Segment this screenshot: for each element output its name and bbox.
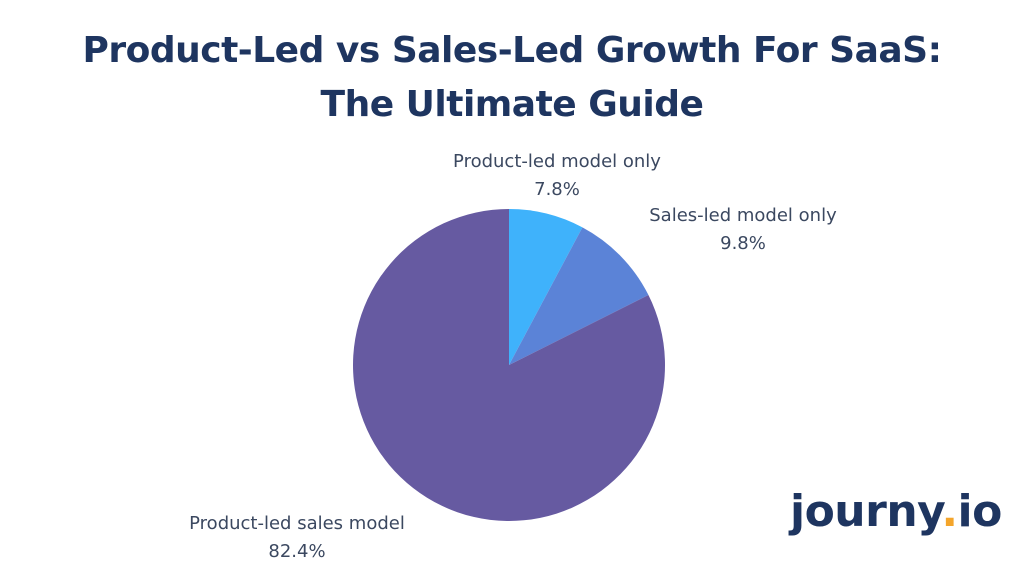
logo-name: journy [790,486,942,537]
pie-slice-sales-led-model-only [509,227,649,365]
page-title-line-1: Product-Led vs Sales-Led Growth For SaaS… [82,30,942,71]
slice-value-label: 7.8% [534,179,580,200]
slice-value-label: 82.4% [268,541,325,562]
page-title: Product-Led vs Sales-Led Growth For SaaS… [0,24,1024,132]
pie-labels: Product-led model only 7.8% Sales-led mode… [189,151,837,562]
page-title-line-2: The Ultimate Guide [320,84,704,125]
pie-slice-product-led-model-only [509,209,583,365]
slice-label: Product-led model only [453,151,661,172]
journy-logo: journy.io [790,486,1002,537]
pie-slices [353,209,666,521]
slice-label: Product-led sales model [189,513,405,534]
logo-dot: . [941,486,958,537]
slice-label: Sales-led model only [649,205,837,226]
pie-slice-product-led-sales-model [353,209,666,521]
logo-suffix: io [957,486,1003,537]
slice-value-label: 9.8% [720,233,766,254]
